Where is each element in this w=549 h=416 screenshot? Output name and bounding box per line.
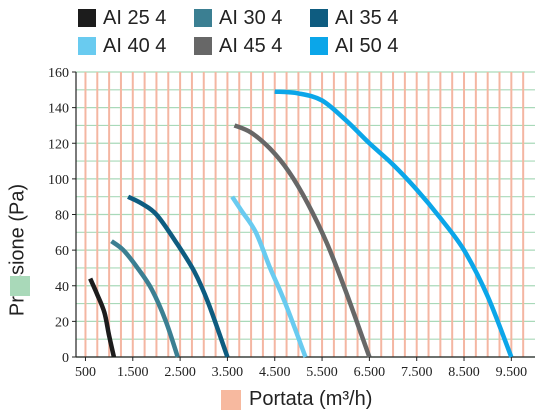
legend-label-ai-30-4: AI 30 4 <box>219 7 283 29</box>
y-axis-color-swatch <box>10 276 30 296</box>
legend-item-ai-50-4: AI 50 4 <box>310 35 398 57</box>
y-tick-label: 40 <box>55 280 69 295</box>
x-tick-label: 2.500 <box>164 365 196 380</box>
y-tick-label: 140 <box>48 102 69 117</box>
x-tick-label: 3.500 <box>212 365 244 380</box>
legend-item-ai-45-4: AI 45 4 <box>194 35 282 57</box>
x-tick-label: 7.500 <box>401 365 433 380</box>
y-tick-label: 60 <box>55 244 69 259</box>
legend-item-ai-35-4: AI 35 4 <box>310 7 398 29</box>
legend-item-ai-30-4: AI 30 4 <box>194 7 282 29</box>
x-tick-label: 9.500 <box>496 365 528 380</box>
series-line-ai-25-4 <box>88 277 117 358</box>
series-line-ai-35-4 <box>127 194 230 358</box>
legend-item-ai-25-4: AI 25 4 <box>78 7 166 29</box>
x-tick-label: 4.500 <box>259 365 291 380</box>
series-line-ai-50-4 <box>274 89 514 358</box>
series-line-ai-45-4 <box>233 123 372 358</box>
y-tick-label: 160 <box>48 66 69 81</box>
legend-swatch-ai-30-4 <box>194 9 212 27</box>
y-tick-label: 20 <box>55 315 69 330</box>
x-axis-title: Portata (m³/h) <box>221 388 372 411</box>
legend-swatch-ai-45-4 <box>194 37 212 55</box>
x-axis-title-text: Portata (m³/h) <box>249 388 373 410</box>
x-tick-label: 8.500 <box>448 365 480 380</box>
legend-swatch-ai-40-4 <box>78 37 96 55</box>
x-tick-label: 5.500 <box>306 365 338 380</box>
legend-swatch-ai-25-4 <box>78 9 96 27</box>
series-line-ai-40-4 <box>230 195 308 358</box>
legend-label-ai-35-4: AI 35 4 <box>335 7 399 29</box>
legend-label-ai-25-4: AI 25 4 <box>103 7 167 29</box>
x-tick-label: 500 <box>75 365 96 380</box>
y-tick-label: 80 <box>55 209 69 224</box>
x-axis-color-swatch <box>221 389 241 410</box>
legend-label-ai-45-4: AI 45 4 <box>219 35 283 57</box>
series-line-ai-30-4 <box>110 239 180 358</box>
legend-label-ai-40-4: AI 40 4 <box>103 35 167 57</box>
y-tick-label: 120 <box>48 137 69 152</box>
legend-swatch-ai-35-4 <box>310 9 328 27</box>
x-tick-label: 1.500 <box>117 365 149 380</box>
legend-label-ai-50-4: AI 50 4 <box>335 35 399 57</box>
y-tick-label: 100 <box>48 173 69 188</box>
y-tick-label: 0 <box>62 351 69 366</box>
x-tick-label: 6.500 <box>354 365 386 380</box>
legend-item-ai-40-4: AI 40 4 <box>78 35 166 57</box>
legend-swatch-ai-50-4 <box>310 37 328 55</box>
